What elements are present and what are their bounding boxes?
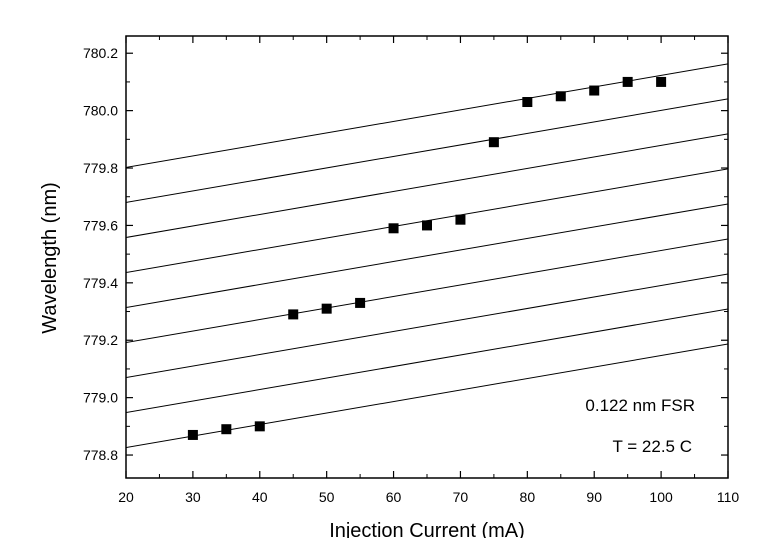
data-point [288,309,299,320]
annotation-fsr: 0.122 nm FSR [585,396,695,415]
data-point [622,76,633,87]
x-tick-label: 50 [319,489,335,505]
data-point [488,137,499,148]
y-axis: 778.8 779.0 779.2 779.4 779.6 779.8 780.0 780.2 [83,45,728,463]
x-tick-label: 40 [252,489,268,505]
data-point [656,76,667,87]
fsr-line [126,133,728,238]
x-tick-label: 110 [717,489,740,505]
data-point [187,429,198,440]
data-point [589,85,600,96]
x-tick-label: 20 [118,489,134,505]
x-axis: 20 30 40 50 60 70 80 90 100 110 [118,36,739,505]
fsr-line [126,238,728,344]
fsr-line [126,203,728,309]
data-point [422,220,432,231]
data-point [522,97,533,108]
data-point [388,223,399,234]
x-tick-label: 60 [386,489,402,505]
fsr-line [126,273,728,379]
y-tick-label: 779.0 [83,390,118,406]
y-tick-label: 779.2 [83,332,118,348]
y-tick-label: 780.0 [83,103,118,119]
x-axis-title: Injection Current (mA) [329,520,525,538]
data-point [221,424,232,435]
y-tick-label: 778.8 [83,447,118,463]
x-tick-label: 30 [185,489,201,505]
x-tick-label: 80 [520,489,536,505]
y-tick-label: 780.2 [83,45,118,61]
fsr-line [126,308,728,414]
y-tick-label: 779.4 [83,275,118,291]
y-tick-label: 779.6 [83,217,118,233]
x-tick-label: 70 [453,489,469,505]
data-point [254,421,265,432]
fsr-line [126,63,728,168]
data-points [187,76,667,440]
data-point [355,297,366,308]
data-point [455,214,466,225]
fsr-line [126,98,728,203]
fsr-reference-lines [126,63,728,449]
y-tick-label: 779.8 [83,160,118,176]
data-point [321,303,332,314]
x-tick-label: 90 [586,489,602,505]
data-point [555,91,566,102]
annotation-temperature: T = 22.5 C [612,437,692,456]
y-axis-title: Wavelength (nm) [39,182,61,334]
x-tick-label: 100 [649,489,673,505]
